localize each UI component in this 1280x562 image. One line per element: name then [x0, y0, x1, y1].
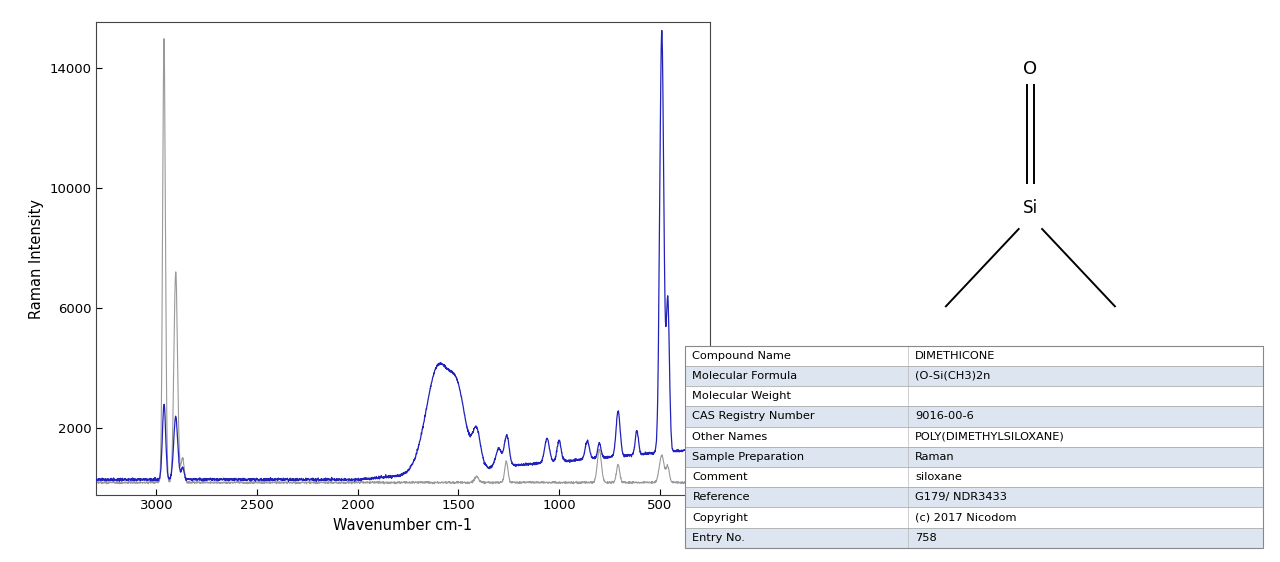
Text: Molecular Formula: Molecular Formula	[692, 371, 797, 381]
Text: G179/ NDR3433: G179/ NDR3433	[915, 492, 1007, 502]
Text: DIMETHICONE: DIMETHICONE	[915, 351, 996, 361]
Text: Entry No.: Entry No.	[692, 533, 745, 543]
Text: Copyright: Copyright	[692, 513, 749, 523]
Text: O: O	[1023, 60, 1038, 78]
Text: Raman: Raman	[915, 452, 955, 462]
Text: 9016-00-6: 9016-00-6	[915, 411, 974, 422]
Text: POLY(DIMETHYLSILOXANE): POLY(DIMETHYLSILOXANE)	[915, 432, 1065, 442]
Text: Sample Preparation: Sample Preparation	[692, 452, 805, 462]
Text: Molecular Weight: Molecular Weight	[692, 391, 791, 401]
Y-axis label: Raman Intensity: Raman Intensity	[28, 198, 44, 319]
Text: (c) 2017 Nicodom: (c) 2017 Nicodom	[915, 513, 1016, 523]
Text: Si: Si	[1023, 200, 1038, 217]
Text: CAS Registry Number: CAS Registry Number	[692, 411, 815, 422]
Text: Other Names: Other Names	[692, 432, 768, 442]
Text: 758: 758	[915, 533, 937, 543]
Text: Compound Name: Compound Name	[692, 351, 791, 361]
Text: siloxane: siloxane	[915, 472, 963, 482]
X-axis label: Wavenumber cm-1: Wavenumber cm-1	[334, 518, 472, 533]
Text: (O-Si(CH3)2n: (O-Si(CH3)2n	[915, 371, 991, 381]
Text: Reference: Reference	[692, 492, 750, 502]
Text: Comment: Comment	[692, 472, 748, 482]
